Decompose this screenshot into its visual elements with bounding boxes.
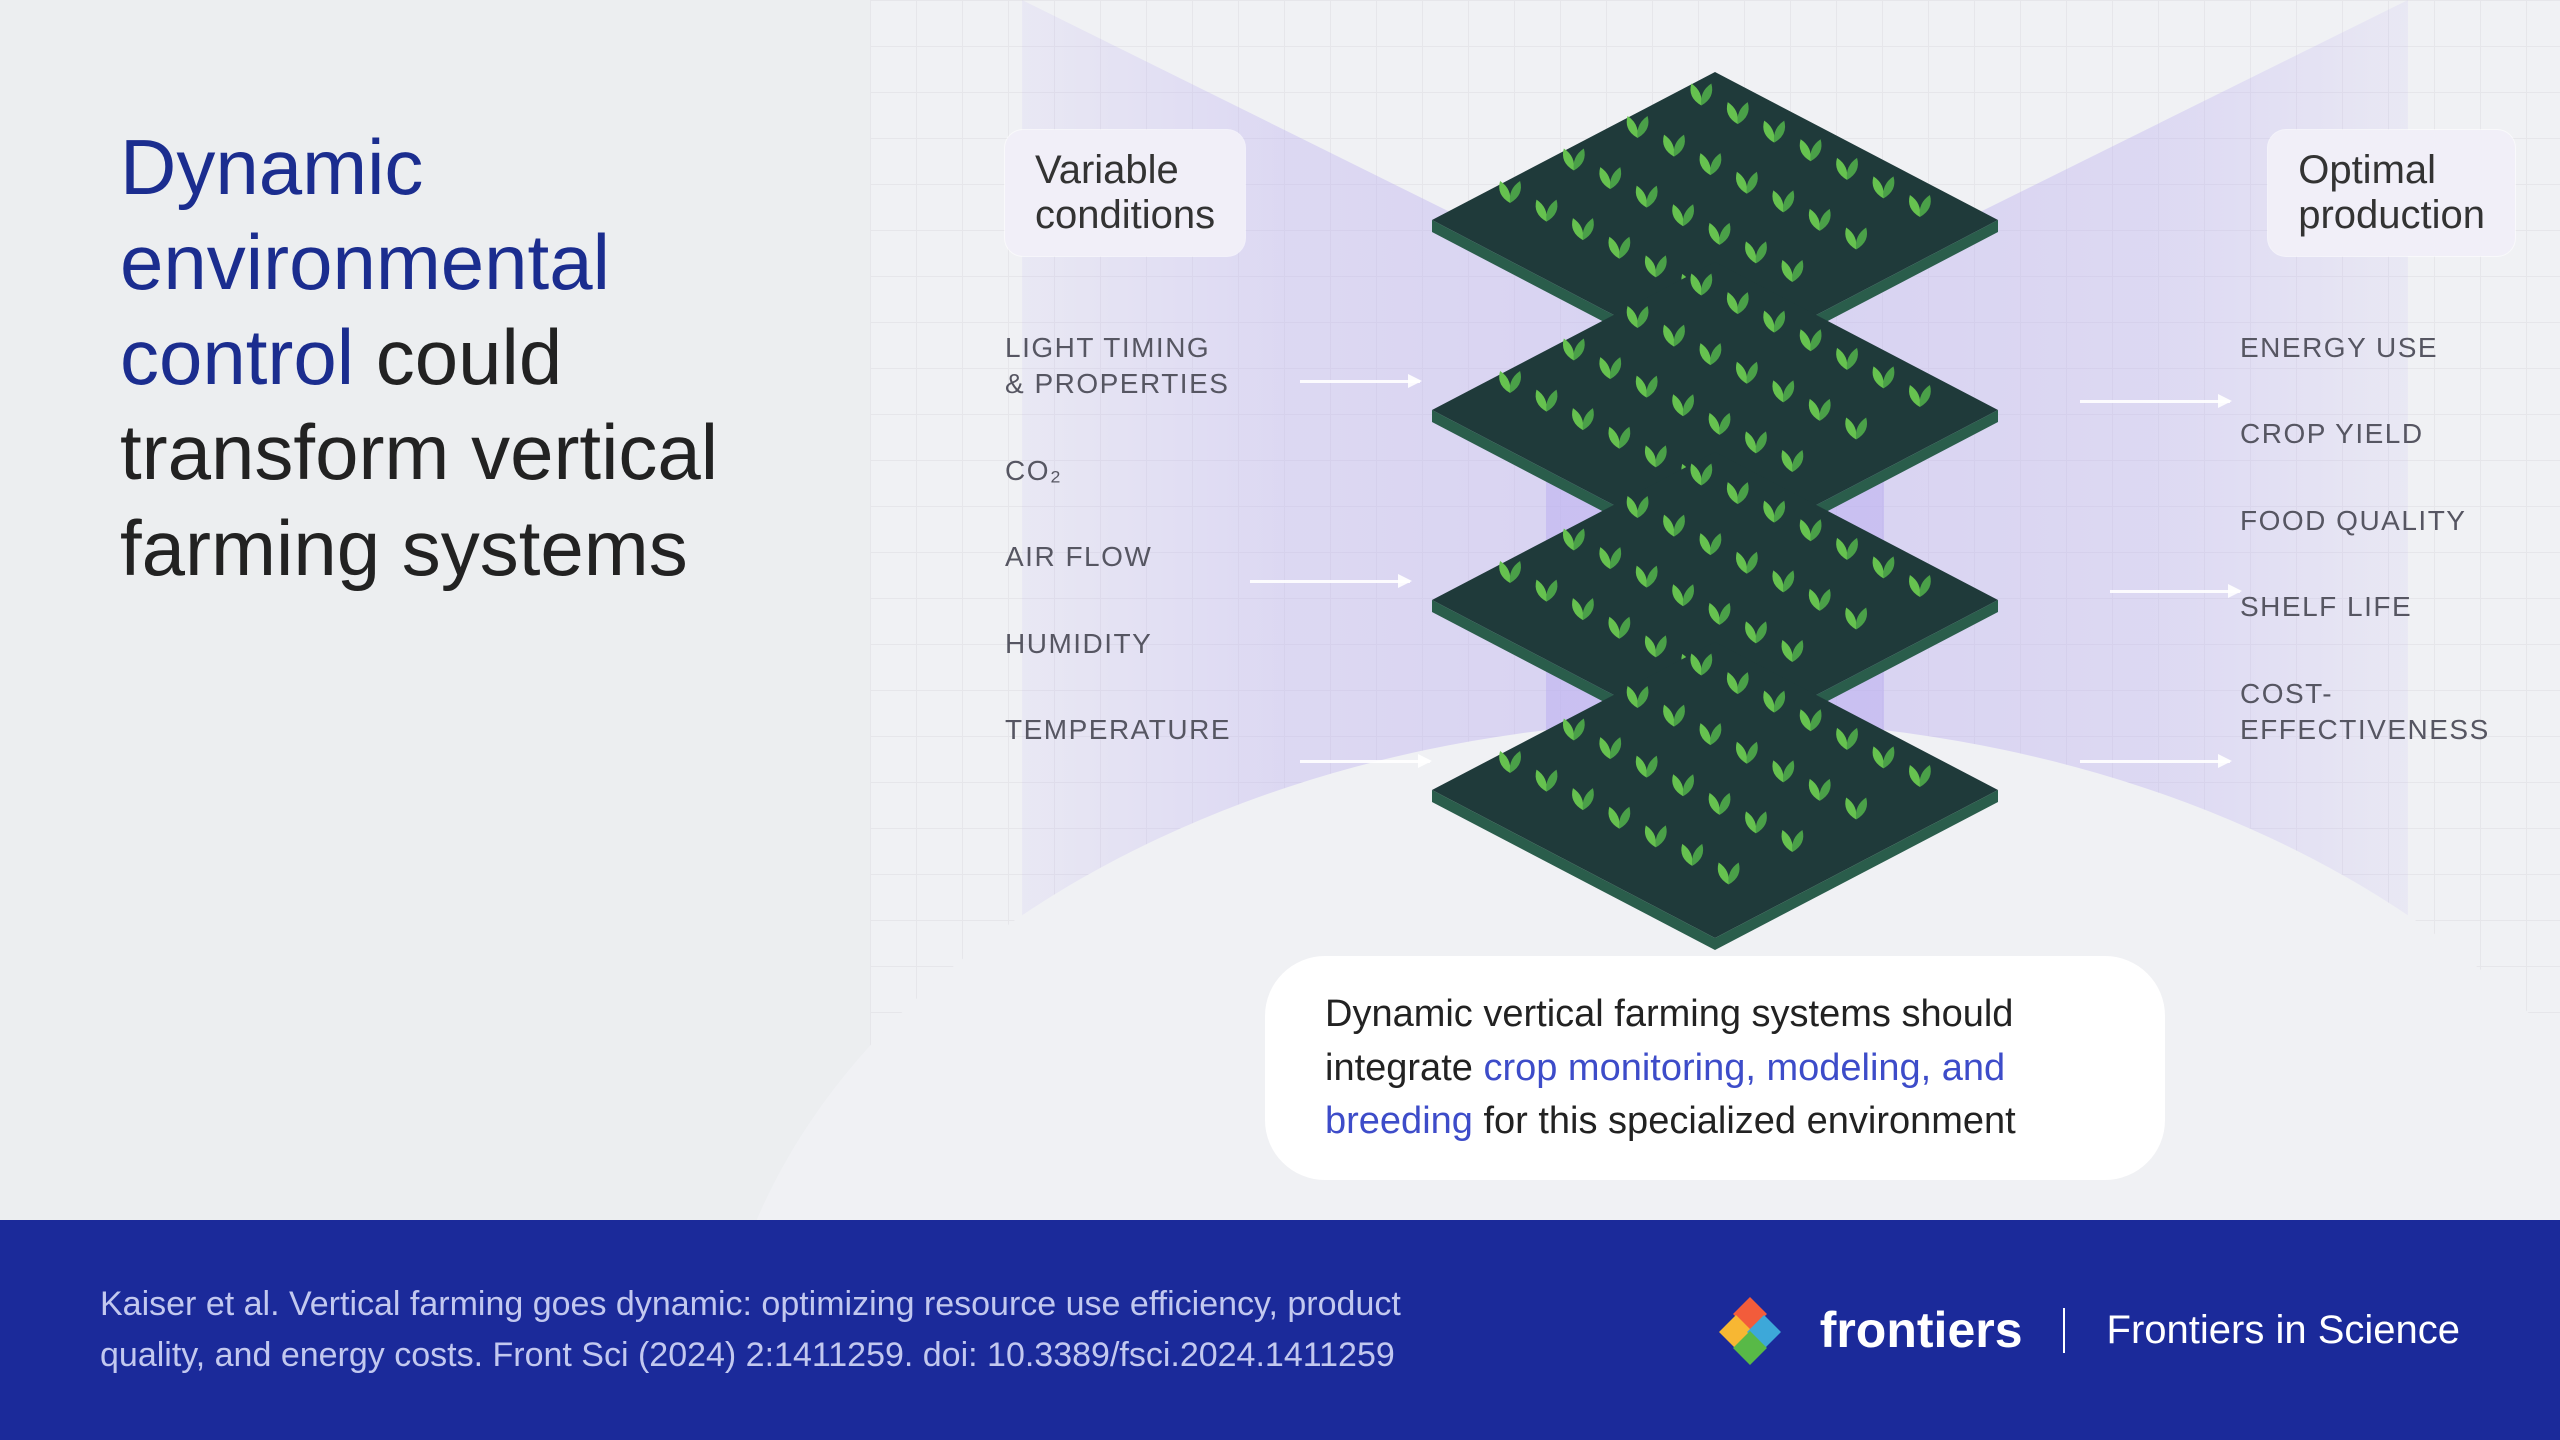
flow-arrow bbox=[2110, 590, 2240, 593]
label-line: Variable bbox=[1035, 148, 1215, 193]
brand-block: frontiers Frontiers in Science bbox=[1724, 1301, 2460, 1359]
list-item: HUMIDITY bbox=[1005, 626, 1231, 662]
flow-arrow bbox=[1250, 580, 1410, 583]
headline: Dynamic environmental control could tran… bbox=[120, 120, 790, 596]
list-item: SHELF LIFE bbox=[2240, 589, 2490, 625]
label-line: production bbox=[2298, 193, 2485, 238]
list-item: AIR FLOW bbox=[1005, 539, 1231, 575]
list-item: TEMPERATURE bbox=[1005, 712, 1231, 748]
farm-layer bbox=[1420, 630, 2010, 950]
list-item: FOOD QUALITY bbox=[2240, 503, 2490, 539]
list-item: ENERGY USE bbox=[2240, 330, 2490, 366]
brand-name: frontiers bbox=[1820, 1301, 2023, 1359]
brand-subtitle: Frontiers in Science bbox=[2063, 1308, 2460, 1353]
label-line: conditions bbox=[1035, 193, 1215, 238]
optimal-production-list: ENERGY USE CROP YIELD FOOD QUALITY SHELF LI… bbox=[2240, 330, 2490, 798]
optimal-production-label: Optimal production bbox=[2268, 130, 2515, 256]
caption-box: Dynamic vertical farming systems should … bbox=[1265, 956, 2165, 1180]
caption-tail: for this specialized environment bbox=[1473, 1100, 2016, 1142]
list-item: LIGHT TIMING & PROPERTIES bbox=[1005, 330, 1231, 403]
headline-column: Dynamic environmental control could tran… bbox=[0, 0, 870, 1220]
footer-bar: Kaiser et al. Vertical farming goes dyna… bbox=[0, 1220, 2560, 1440]
main-area: Dynamic environmental control could tran… bbox=[0, 0, 2560, 1220]
label-line: Optimal bbox=[2298, 148, 2485, 193]
diagram-column: Variable conditions Optimal production L… bbox=[870, 0, 2560, 1220]
flow-arrow bbox=[2080, 400, 2230, 403]
frontiers-logo-icon bbox=[1724, 1302, 1780, 1358]
variable-conditions-label: Variable conditions bbox=[1005, 130, 1245, 256]
infographic-page: Dynamic environmental control could tran… bbox=[0, 0, 2560, 1440]
farm-layers bbox=[1395, 60, 2035, 950]
citation-text: Kaiser et al. Vertical farming goes dyna… bbox=[100, 1279, 1450, 1381]
variable-conditions-list: LIGHT TIMING & PROPERTIES CO₂ AIR FLOW HUMI… bbox=[1005, 330, 1231, 798]
list-item: COST- EFFECTIVENESS bbox=[2240, 676, 2490, 749]
list-item: CROP YIELD bbox=[2240, 416, 2490, 452]
flow-arrow bbox=[2080, 760, 2230, 763]
list-item: CO₂ bbox=[1005, 453, 1231, 489]
